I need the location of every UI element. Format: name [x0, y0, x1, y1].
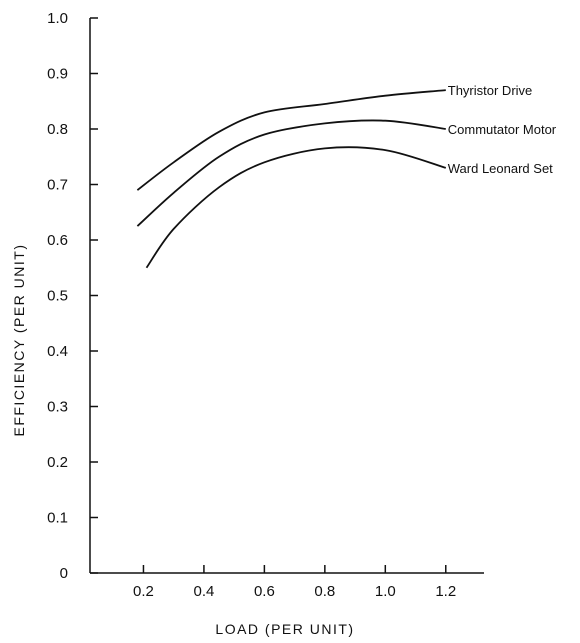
y-tick-label: 0.8 [47, 121, 68, 138]
x-tick-label: 0.8 [314, 583, 335, 600]
y-tick-label: 0.7 [47, 177, 68, 194]
series-label-commutator-motor: Commutator Motor [448, 122, 557, 137]
y-tick-label: 0.9 [47, 66, 68, 83]
x-tick-label: 0.6 [254, 583, 275, 600]
series-line-commutator-motor [136, 119, 446, 227]
x-tick-label: 0.2 [133, 583, 154, 600]
y-tick-label: 0.6 [47, 232, 68, 249]
y-axis-ticks: 0 0.1 0.2 0.3 0.4 0.5 0.6 0.7 0.8 0.9 1.0 [47, 10, 98, 582]
y-tick-label: 0.1 [47, 510, 68, 527]
series-line-ward-leonard-set [145, 146, 447, 269]
x-tick-label: 1.0 [375, 583, 396, 600]
y-tick-label: 0.3 [47, 399, 68, 416]
series-curves [136, 89, 447, 269]
y-tick-label: 0 [60, 565, 68, 582]
y-tick-label: 0.4 [47, 343, 68, 360]
y-tick-label: 0.2 [47, 454, 68, 471]
y-tick-label: 0.5 [47, 288, 68, 305]
y-tick-label: 1.0 [47, 10, 68, 27]
y-axis-title: EFFICIENCY (PER UNIT) [11, 243, 27, 436]
x-tick-label: 0.4 [193, 583, 214, 600]
x-axis-title: LOAD (PER UNIT) [215, 621, 354, 637]
series-labels: Thyristor Drive Commutator Motor Ward Leon… [448, 83, 557, 176]
x-axis-ticks: 0.2 0.4 0.6 0.8 1.0 1.2 [133, 565, 456, 600]
x-tick-label: 1.2 [435, 583, 456, 600]
series-label-thyristor-drive: Thyristor Drive [448, 83, 533, 98]
series-label-ward-leonard-set: Ward Leonard Set [448, 161, 553, 176]
series-line-thyristor-drive [136, 89, 446, 191]
